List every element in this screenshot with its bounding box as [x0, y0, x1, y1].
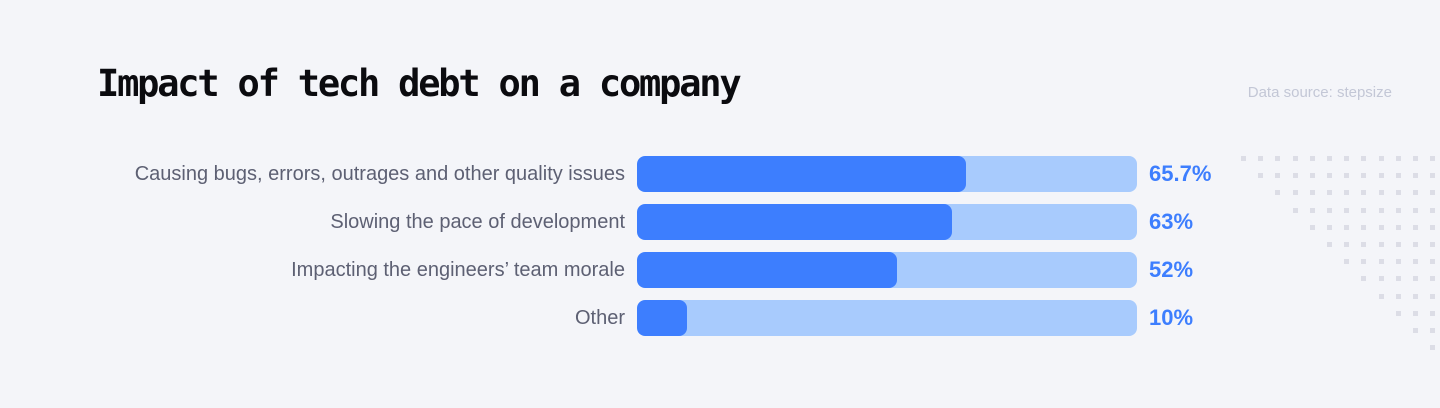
- data-source-note: Data source: stepsize: [1247, 84, 1392, 101]
- dot: [1430, 294, 1435, 299]
- dot: [1327, 242, 1332, 247]
- dot: [1396, 294, 1401, 299]
- bar-track: [637, 252, 1137, 288]
- dot: [1430, 345, 1435, 350]
- dot: [1396, 242, 1401, 247]
- bar-track: [637, 156, 1137, 192]
- dot: [1430, 242, 1435, 247]
- bar-label: Impacting the engineers’ team morale: [291, 259, 625, 281]
- bar-value: 63%: [1149, 209, 1194, 234]
- bar-track: [637, 204, 1137, 240]
- bar-value: 10%: [1149, 305, 1194, 330]
- chart-title: Impact of tech debt on a company: [97, 62, 742, 105]
- bar-fill: [637, 156, 966, 192]
- dot: [1344, 242, 1349, 247]
- bar-label: Other: [574, 307, 625, 329]
- bar-row: Other 10%: [0, 300, 1440, 336]
- bar-fill: [637, 204, 952, 240]
- dot: [1413, 294, 1418, 299]
- bar-track: [637, 300, 1137, 336]
- bar-label: Causing bugs, errors, outrages and other…: [134, 163, 625, 185]
- dot: [1379, 294, 1384, 299]
- bar-value: 52%: [1149, 257, 1194, 282]
- bar-fill: [637, 300, 687, 336]
- dot: [1361, 242, 1366, 247]
- bar-fill: [637, 252, 897, 288]
- dot: [1379, 242, 1384, 247]
- bar-label: Slowing the pace of development: [330, 211, 625, 233]
- bar-value: 65.7%: [1149, 161, 1212, 186]
- bar-row: Impacting the engineers’ team morale 52%: [0, 252, 1440, 288]
- bar-row: Slowing the pace of development 63%: [0, 204, 1440, 240]
- bar-row: Causing bugs, errors, outrages and other…: [0, 156, 1440, 192]
- dot: [1413, 242, 1418, 247]
